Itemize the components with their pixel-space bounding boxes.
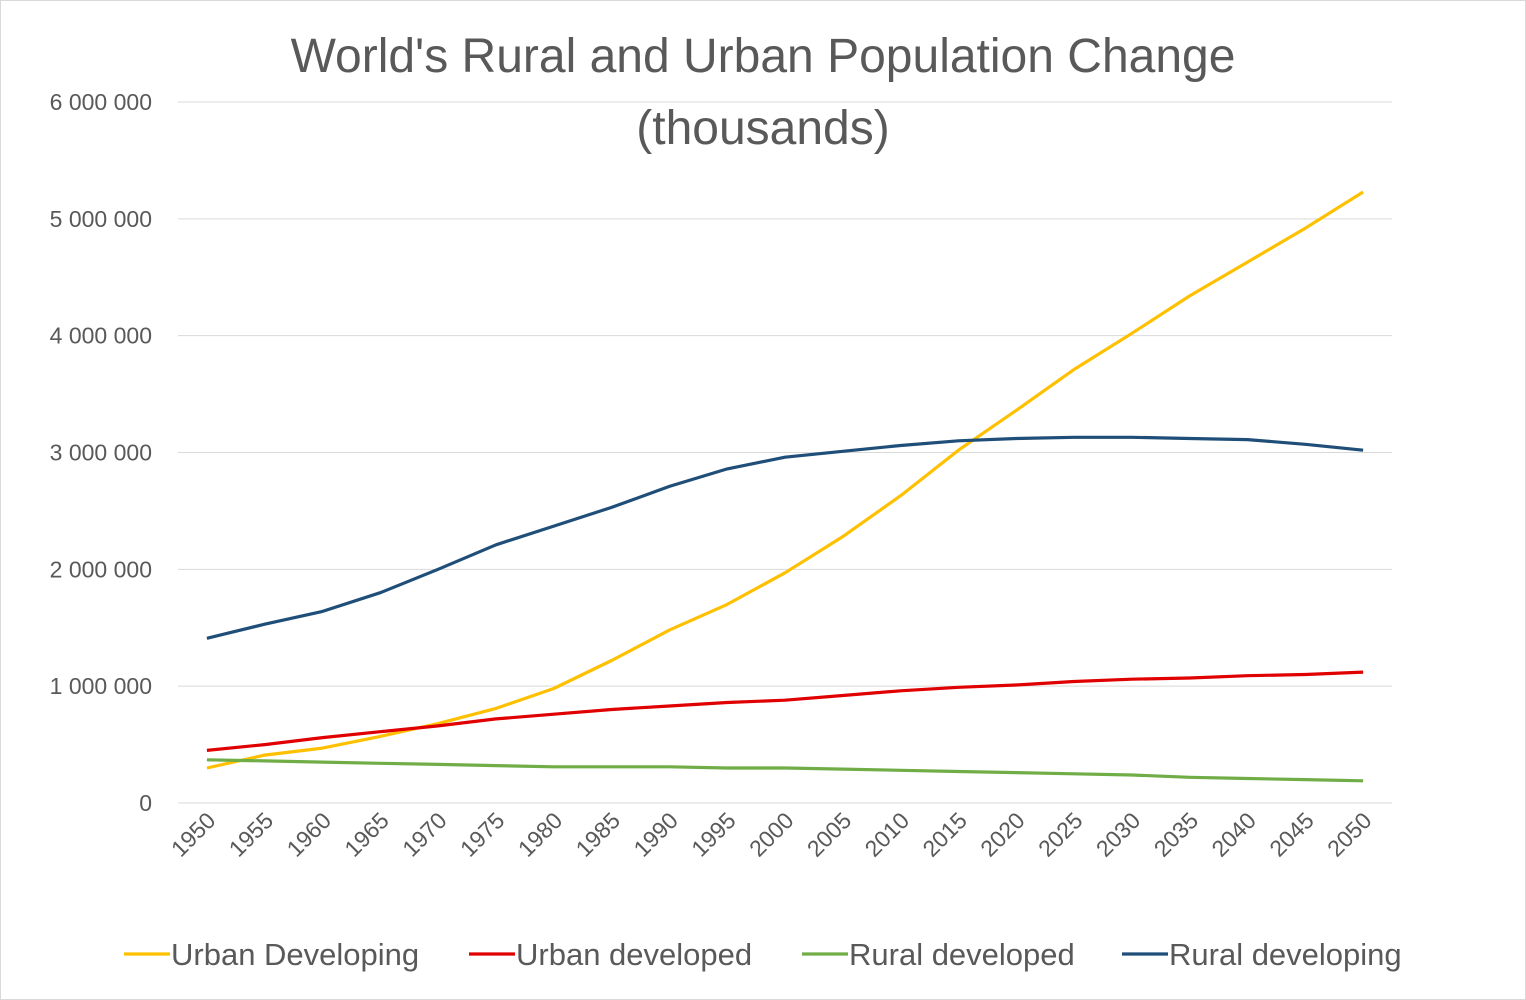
x-tick-label: 2045 <box>1264 807 1319 862</box>
x-tick-label: 1955 <box>224 807 279 862</box>
x-tick-label: 2025 <box>1033 807 1088 862</box>
x-tick-label: 2035 <box>1149 807 1204 862</box>
x-tick-label: 1990 <box>628 807 683 862</box>
x-tick-label: 1950 <box>166 807 221 862</box>
x-tick-label: 1975 <box>455 807 510 862</box>
x-tick-label: 2005 <box>802 807 857 862</box>
x-tick-label: 2020 <box>975 807 1030 862</box>
y-tick-label: 6 000 000 <box>50 89 152 115</box>
x-tick-label: 1980 <box>513 807 568 862</box>
y-tick-label: 3 000 000 <box>50 440 152 466</box>
legend-label: Rural developing <box>1169 937 1402 972</box>
chart-subtitle: (thousands) <box>636 102 889 155</box>
legend-label: Urban Developing <box>171 937 419 972</box>
y-tick-label: 5 000 000 <box>50 206 152 232</box>
series-line-urban-developed <box>206 670 1364 752</box>
y-tick-label: 4 000 000 <box>50 323 152 349</box>
x-tick-label: 1970 <box>397 807 452 862</box>
legend-label: Urban developed <box>516 937 752 972</box>
x-tick-label: 2050 <box>1322 807 1377 862</box>
y-tick-label: 1 000 000 <box>50 673 152 699</box>
x-tick-label: 2040 <box>1206 807 1261 862</box>
series-line-rural-developed <box>206 758 1364 783</box>
series-line-urban-developing <box>206 190 1364 770</box>
x-tick-label: 1995 <box>686 807 741 862</box>
x-tick-label: 2015 <box>917 807 972 862</box>
x-tick-label: 1960 <box>281 807 336 862</box>
y-tick-label: 2 000 000 <box>50 556 152 582</box>
x-tick-label: 1985 <box>571 807 626 862</box>
series-line-rural-developing <box>206 435 1364 640</box>
y-tick-label: 0 <box>139 790 152 816</box>
chart-title: World's Rural and Urban Population Chang… <box>291 30 1236 83</box>
x-tick-label: 1965 <box>339 807 394 862</box>
legend-label: Rural developed <box>849 937 1075 972</box>
x-tick-label: 2030 <box>1091 807 1146 862</box>
x-tick-label: 2000 <box>744 807 799 862</box>
x-tick-label: 2010 <box>860 807 915 862</box>
